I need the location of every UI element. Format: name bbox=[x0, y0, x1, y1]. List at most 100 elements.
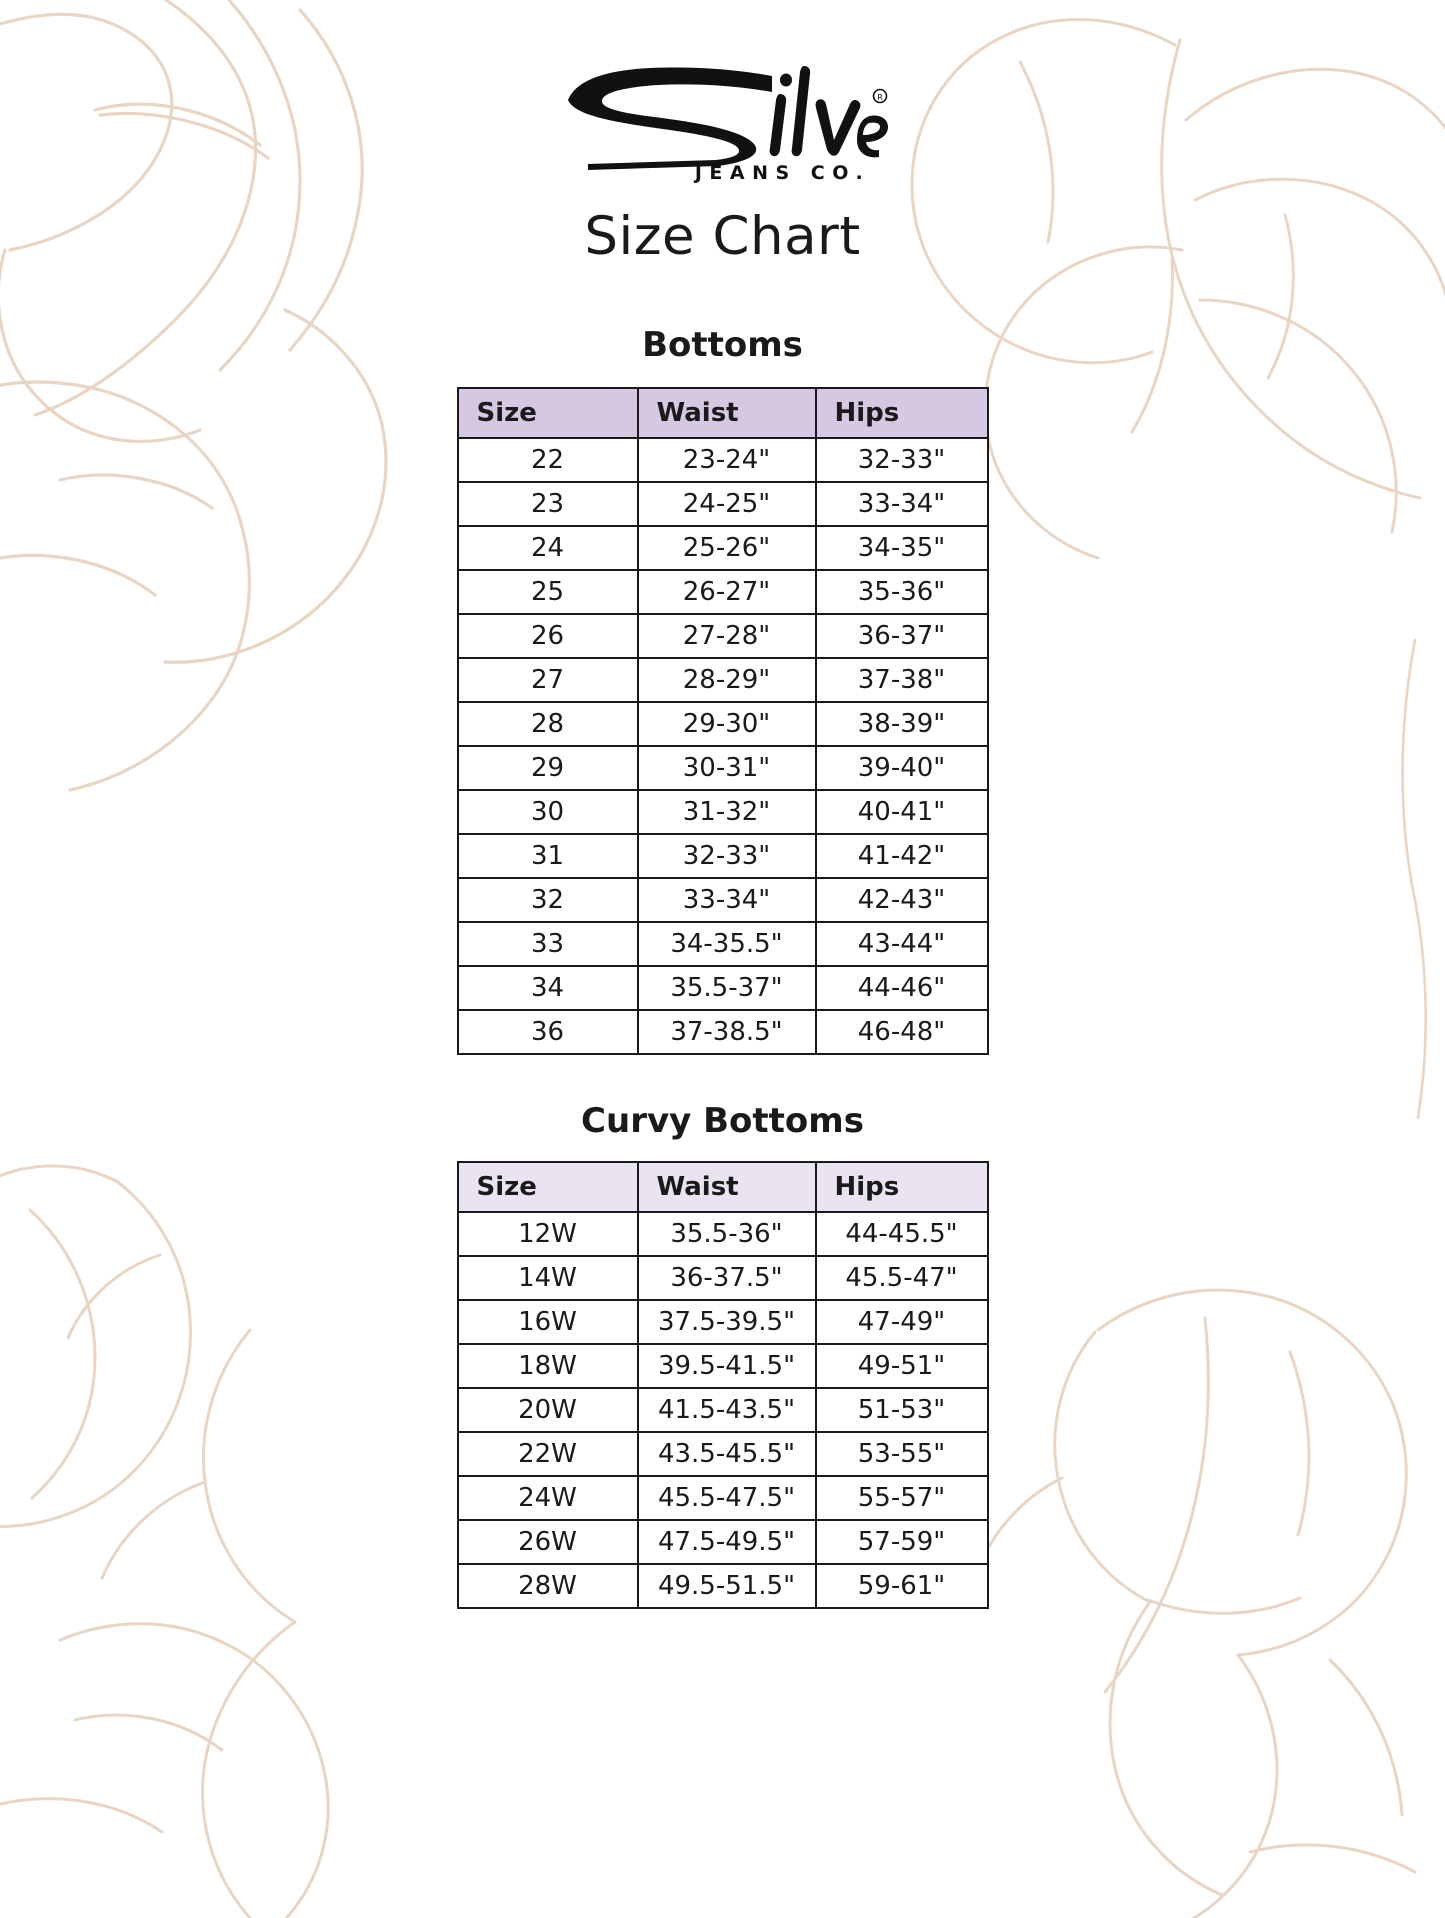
cell-hips: 43-44" bbox=[814, 921, 989, 967]
table-row: 24W 45.5-47.5" 55-57" bbox=[456, 1475, 989, 1521]
bottoms-table-body: 22 23-24" 32-33" 23 24-25" 33-34" 24 25-26" 34-3… bbox=[456, 437, 989, 1055]
cell-hips: 37-38" bbox=[814, 657, 989, 703]
cell-size: 32 bbox=[456, 877, 639, 923]
table-row: 24 25-26" 34-35" bbox=[456, 525, 989, 571]
cell-size: 27 bbox=[456, 657, 639, 703]
curvy-bottoms-size-table: Size Waist Hips 12W 35.5-36" 44-45.5" 14W 36… bbox=[456, 1161, 989, 1609]
bottoms-table-container: Size Waist Hips 22 23-24" 32-33" 23 24-25" 33… bbox=[0, 387, 1445, 1055]
cell-hips: 44-46" bbox=[814, 965, 989, 1011]
cell-hips: 34-35" bbox=[814, 525, 989, 571]
cell-hips: 49-51" bbox=[814, 1343, 989, 1389]
silver-wordmark-icon: R bbox=[558, 56, 888, 176]
cell-waist: 24-25" bbox=[636, 481, 817, 527]
cell-hips: 39-40" bbox=[814, 745, 989, 791]
table-row: 26 27-28" 36-37" bbox=[456, 613, 989, 659]
table-row: 29 30-31" 39-40" bbox=[456, 745, 989, 791]
cell-size: 34 bbox=[456, 965, 639, 1011]
section-title-curvy-bottoms: Curvy Bottoms bbox=[581, 1101, 864, 1141]
cell-size: 29 bbox=[456, 745, 639, 791]
cell-waist: 34-35.5" bbox=[636, 921, 817, 967]
cell-hips: 41-42" bbox=[814, 833, 989, 879]
table-row: 16W 37.5-39.5" 47-49" bbox=[456, 1299, 989, 1345]
table-row: 22W 43.5-45.5" 53-55" bbox=[456, 1431, 989, 1477]
table-header-row: Size Waist Hips bbox=[456, 387, 989, 439]
section-title-bottoms: Bottoms bbox=[642, 325, 803, 365]
cell-waist: 43.5-45.5" bbox=[636, 1431, 817, 1477]
cell-waist: 41.5-43.5" bbox=[636, 1387, 817, 1433]
cell-waist: 35.5-36" bbox=[636, 1211, 817, 1257]
cell-size: 24 bbox=[456, 525, 639, 571]
table-row: 22 23-24" 32-33" bbox=[456, 437, 989, 483]
column-header-waist: Waist bbox=[636, 1161, 817, 1213]
cell-waist: 32-33" bbox=[636, 833, 817, 879]
bottoms-size-table: Size Waist Hips 22 23-24" 32-33" 23 24-25" 33… bbox=[456, 387, 989, 1055]
table-row: 36 37-38.5" 46-48" bbox=[456, 1009, 989, 1055]
cell-hips: 47-49" bbox=[814, 1299, 989, 1345]
cell-size: 24W bbox=[456, 1475, 639, 1521]
cell-size: 18W bbox=[456, 1343, 639, 1389]
bottoms-table-header: Size Waist Hips bbox=[456, 387, 989, 439]
curvy-table-body: 12W 35.5-36" 44-45.5" 14W 36-37.5" 45.5-47" 16… bbox=[456, 1211, 989, 1609]
cell-size: 28W bbox=[456, 1563, 639, 1609]
table-row: 20W 41.5-43.5" 51-53" bbox=[456, 1387, 989, 1433]
cell-waist: 33-34" bbox=[636, 877, 817, 923]
cell-waist: 27-28" bbox=[636, 613, 817, 659]
cell-size: 26W bbox=[456, 1519, 639, 1565]
table-row: 30 31-32" 40-41" bbox=[456, 789, 989, 835]
page-title: Size Chart bbox=[584, 206, 861, 267]
table-row: 25 26-27" 35-36" bbox=[456, 569, 989, 615]
cell-hips: 51-53" bbox=[814, 1387, 989, 1433]
cell-hips: 45.5-47" bbox=[814, 1255, 989, 1301]
column-header-hips: Hips bbox=[814, 387, 989, 439]
cell-hips: 36-37" bbox=[814, 613, 989, 659]
cell-hips: 35-36" bbox=[814, 569, 989, 615]
cell-waist: 35.5-37" bbox=[636, 965, 817, 1011]
cell-hips: 38-39" bbox=[814, 701, 989, 747]
table-row: 28W 49.5-51.5" 59-61" bbox=[456, 1563, 989, 1609]
table-row: 26W 47.5-49.5" 57-59" bbox=[456, 1519, 989, 1565]
cell-hips: 59-61" bbox=[814, 1563, 989, 1609]
column-header-hips: Hips bbox=[814, 1161, 989, 1213]
cell-size: 20W bbox=[456, 1387, 639, 1433]
column-header-size: Size bbox=[456, 1161, 639, 1213]
brand-subtitle: JEANS CO. bbox=[694, 162, 871, 184]
cell-hips: 46-48" bbox=[814, 1009, 989, 1055]
table-row: 27 28-29" 37-38" bbox=[456, 657, 989, 703]
table-row: 18W 39.5-41.5" 49-51" bbox=[456, 1343, 989, 1389]
table-row: 28 29-30" 38-39" bbox=[456, 701, 989, 747]
cell-size: 28 bbox=[456, 701, 639, 747]
cell-size: 31 bbox=[456, 833, 639, 879]
brand-logo: R JEANS CO. bbox=[0, 56, 1445, 184]
cell-hips: 53-55" bbox=[814, 1431, 989, 1477]
cell-size: 25 bbox=[456, 569, 639, 615]
cell-waist: 45.5-47.5" bbox=[636, 1475, 817, 1521]
cell-size: 36 bbox=[456, 1009, 639, 1055]
column-header-size: Size bbox=[456, 387, 639, 439]
cell-hips: 32-33" bbox=[814, 437, 989, 483]
cell-waist: 30-31" bbox=[636, 745, 817, 791]
cell-size: 14W bbox=[456, 1255, 639, 1301]
cell-size: 16W bbox=[456, 1299, 639, 1345]
cell-hips: 42-43" bbox=[814, 877, 989, 923]
cell-waist: 29-30" bbox=[636, 701, 817, 747]
cell-waist: 37.5-39.5" bbox=[636, 1299, 817, 1345]
cell-waist: 49.5-51.5" bbox=[636, 1563, 817, 1609]
cell-size: 22 bbox=[456, 437, 639, 483]
table-row: 23 24-25" 33-34" bbox=[456, 481, 989, 527]
cell-hips: 40-41" bbox=[814, 789, 989, 835]
column-header-waist: Waist bbox=[636, 387, 817, 439]
cell-waist: 28-29" bbox=[636, 657, 817, 703]
table-row: 34 35.5-37" 44-46" bbox=[456, 965, 989, 1011]
table-row: 31 32-33" 41-42" bbox=[456, 833, 989, 879]
cell-size: 30 bbox=[456, 789, 639, 835]
cell-waist: 36-37.5" bbox=[636, 1255, 817, 1301]
cell-hips: 57-59" bbox=[814, 1519, 989, 1565]
cell-size: 26 bbox=[456, 613, 639, 659]
table-row: 12W 35.5-36" 44-45.5" bbox=[456, 1211, 989, 1257]
cell-size: 23 bbox=[456, 481, 639, 527]
cell-hips: 44-45.5" bbox=[814, 1211, 989, 1257]
table-row: 32 33-34" 42-43" bbox=[456, 877, 989, 923]
svg-text:R: R bbox=[877, 93, 883, 102]
curvy-table-header: Size Waist Hips bbox=[456, 1161, 989, 1213]
